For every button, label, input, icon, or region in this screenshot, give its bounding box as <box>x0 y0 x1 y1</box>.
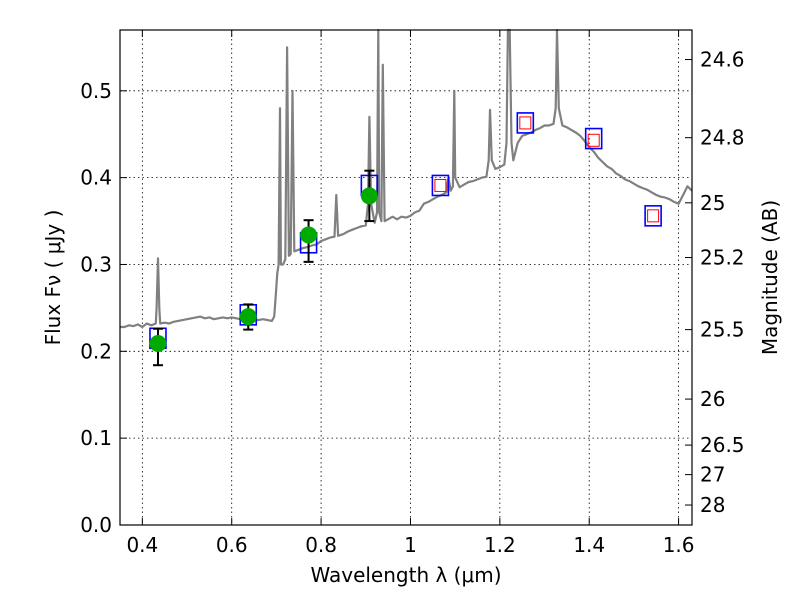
right-tick-label: 24.6 <box>700 48 745 72</box>
right-tick-label: 25.2 <box>700 246 745 270</box>
model-box <box>516 112 535 134</box>
y-tick-label: 0.1 <box>80 426 112 450</box>
grid <box>120 30 692 526</box>
model-box <box>431 174 450 197</box>
right-tick-label: 28 <box>700 493 725 517</box>
photometry-points <box>149 112 662 367</box>
upper-limit-box <box>519 116 532 130</box>
right-axis-label: Magnitude (AB) <box>758 200 782 355</box>
y-tick-label: 0.0 <box>80 513 112 537</box>
y-tick-label: 0.2 <box>80 339 112 363</box>
right-tick-label: 26 <box>700 387 725 411</box>
x-tick-label: 0.4 <box>126 533 158 557</box>
upper-limit-box <box>587 133 600 147</box>
x-tick-label: 1.4 <box>573 533 605 557</box>
x-tick-label: 0.8 <box>305 533 337 557</box>
observed-point <box>239 308 257 326</box>
y-axis-label: Flux Fν ( μJy ) <box>41 210 65 346</box>
plot-frame <box>119 29 693 526</box>
observed-point <box>360 187 378 205</box>
spectrum-series <box>120 28 693 329</box>
spectrum-line <box>120 28 693 329</box>
observed-point <box>149 335 167 352</box>
x-tick-label: 1.6 <box>663 533 695 557</box>
right-tick-label: 26.5 <box>700 433 745 457</box>
observed-point <box>300 226 318 244</box>
right-tick-label: 25 <box>700 191 725 215</box>
y-tick-label: 0.4 <box>80 166 112 190</box>
y-tick-label: 0.5 <box>80 79 112 103</box>
y-tick-label: 0.3 <box>80 252 112 276</box>
x-tick-label: 0.6 <box>216 533 248 557</box>
right-tick-label: 24.8 <box>700 126 745 150</box>
x-tick-label: 1 <box>404 533 417 557</box>
upper-limit-box <box>647 209 660 223</box>
x-tick-label: 1.2 <box>484 533 516 557</box>
right-tick-label: 25.5 <box>700 318 745 342</box>
axis-ticks: 0.4 0.6 0.8 1 1.2 1.4 1.6 0.0 0.1 0.2 0.3 0.4 0.5 24.… <box>80 30 745 557</box>
model-box <box>584 127 603 150</box>
x-axis-label: Wavelength λ (μm) <box>310 563 501 587</box>
right-tick-label: 27 <box>700 463 725 487</box>
upper-limit-box <box>434 178 447 192</box>
model-box <box>644 205 662 227</box>
